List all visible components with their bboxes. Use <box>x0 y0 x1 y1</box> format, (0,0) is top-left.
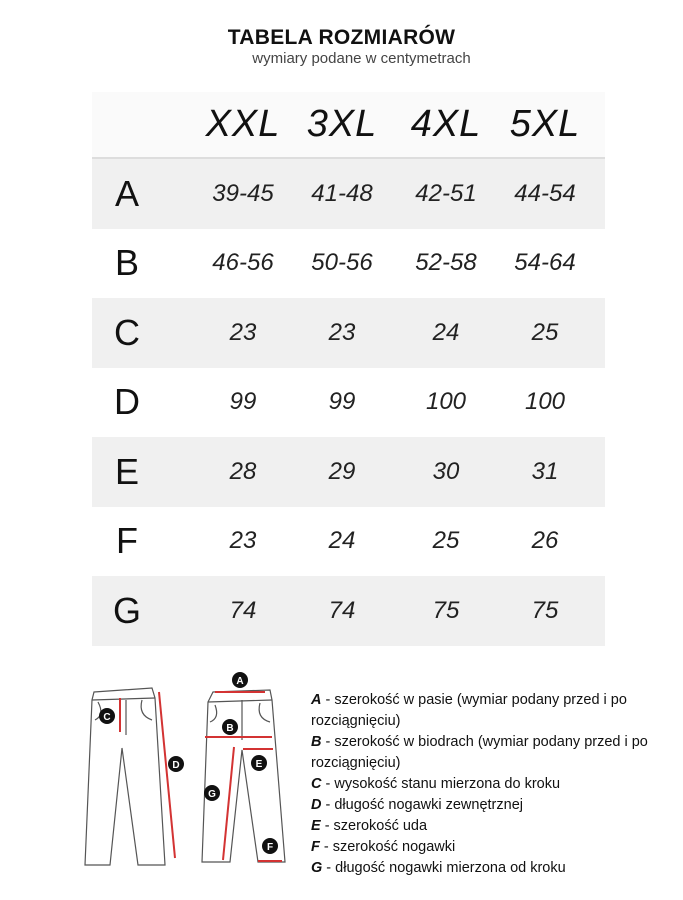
legend-key: F <box>311 839 320 855</box>
svg-text:B: B <box>226 723 233 734</box>
marker-e-icon: E <box>251 755 267 771</box>
column-header: 3XL <box>306 103 378 145</box>
size-value: 39-45 <box>212 179 274 207</box>
column-header: XXL <box>205 103 281 145</box>
size-value: 99 <box>229 388 257 416</box>
row-label: A <box>114 172 139 214</box>
size-value: 46-56 <box>212 249 274 277</box>
size-value: 23 <box>229 527 257 555</box>
svg-text:D: D <box>172 760 179 771</box>
table-row: F 23 24 25 26 <box>92 507 605 577</box>
page-title: TABELA ROZMIARÓW <box>227 26 456 49</box>
legend-text: - szerokość uda <box>320 818 428 834</box>
table-header-row: XXL 3XL 4XL 5XL <box>92 92 605 159</box>
legend-item: C - wysokość stanu mierzona do kroku <box>311 774 671 795</box>
legend-key: C <box>311 776 322 792</box>
legend-text: - wysokość stanu mierzona do kroku <box>321 776 561 792</box>
svg-text:C: C <box>103 712 110 723</box>
row-label: F <box>116 520 138 562</box>
svg-text:F: F <box>267 842 273 853</box>
legend-item: G - długość nogawki mierzona od kroku <box>311 858 671 879</box>
size-value: 23 <box>229 318 257 346</box>
size-value: 99 <box>328 388 356 416</box>
marker-c-icon: C <box>99 708 115 724</box>
size-value: 41-48 <box>311 179 373 207</box>
size-value: 100 <box>524 388 566 416</box>
row-label: D <box>114 381 140 423</box>
size-value: 30 <box>432 457 460 485</box>
table-row: G 74 74 75 75 <box>92 576 605 646</box>
size-value: 25 <box>432 527 460 555</box>
legend-item: F - szerokość nogawki <box>311 837 671 858</box>
marker-f-icon: F <box>262 838 278 854</box>
marker-d-icon: D <box>168 756 184 772</box>
legend-text: - szerokość nogawki <box>319 839 456 855</box>
size-value: 54-64 <box>514 249 576 277</box>
size-value: 31 <box>531 457 559 485</box>
page-subtitle: wymiary podane w centymetrach <box>252 50 471 67</box>
size-value: 23 <box>328 318 356 346</box>
size-value: 24 <box>328 527 356 555</box>
column-header: 4XL <box>410 103 482 145</box>
svg-text:E: E <box>256 759 263 770</box>
marker-a-icon: A <box>232 672 248 688</box>
table-row: D 99 99 100 100 <box>92 368 605 438</box>
size-value: 28 <box>229 457 257 485</box>
legend-item: D - długość nogawki zewnętrznej <box>311 795 671 816</box>
pants-diagram: A C B D E G F <box>84 672 286 866</box>
size-value: 44-54 <box>514 179 576 207</box>
size-value: 75 <box>432 596 460 624</box>
legend-item: E - szerokość uda <box>311 816 671 837</box>
size-table: XXL 3XL 4XL 5XL A 39-45 41-48 42-51 44-54 B 46… <box>92 92 605 646</box>
pants-back-outline <box>201 689 286 863</box>
legend-key: A <box>311 692 322 708</box>
table-row: B 46-56 50-56 52-58 54-64 <box>92 229 605 299</box>
legend-text: - długość nogawki zewnętrznej <box>321 797 523 813</box>
size-value: 74 <box>328 596 356 624</box>
legend-text: - szerokość w pasie (wymiar podany przed… <box>311 692 627 729</box>
legend-item: A - szerokość w pasie (wymiar podany prz… <box>311 690 671 732</box>
row-label: E <box>114 450 139 492</box>
legend-key: D <box>311 797 322 813</box>
svg-text:G: G <box>208 789 216 800</box>
legend-text: - szerokość w biodrach (wymiar podany pr… <box>311 734 648 771</box>
legend-text: - długość nogawki mierzona od kroku <box>322 860 566 876</box>
legend-item: B - szerokość w biodrach (wymiar podany … <box>311 732 671 774</box>
size-value: 26 <box>531 527 559 555</box>
column-header: 5XL <box>509 103 581 145</box>
row-label: G <box>112 589 141 631</box>
pants-front-outline <box>84 687 166 866</box>
size-value: 52-58 <box>415 249 477 277</box>
svg-text:A: A <box>236 676 243 687</box>
table-row: C 23 23 24 25 <box>92 298 605 368</box>
measurement-arrows <box>119 691 282 862</box>
legend-key: B <box>311 734 322 750</box>
size-value: 25 <box>531 318 559 346</box>
size-value: 100 <box>425 388 467 416</box>
marker-b-icon: B <box>222 719 238 735</box>
table-row: E 28 29 30 31 <box>92 437 605 507</box>
size-value: 42-51 <box>415 179 477 207</box>
marker-g-icon: G <box>204 785 220 801</box>
row-label: C <box>114 311 140 353</box>
size-value: 74 <box>229 596 257 624</box>
row-label: B <box>114 242 139 284</box>
legend-key: E <box>311 818 321 834</box>
table-row: A 39-45 41-48 42-51 44-54 <box>92 159 605 229</box>
size-value: 24 <box>432 318 460 346</box>
size-value: 75 <box>531 596 559 624</box>
legend-key: G <box>311 860 323 876</box>
size-value: 29 <box>328 457 356 485</box>
measurement-legend: A - szerokość w pasie (wymiar podany prz… <box>311 690 671 879</box>
size-value: 50-56 <box>311 249 373 277</box>
measurement-markers: A C B D E G F <box>99 672 278 854</box>
